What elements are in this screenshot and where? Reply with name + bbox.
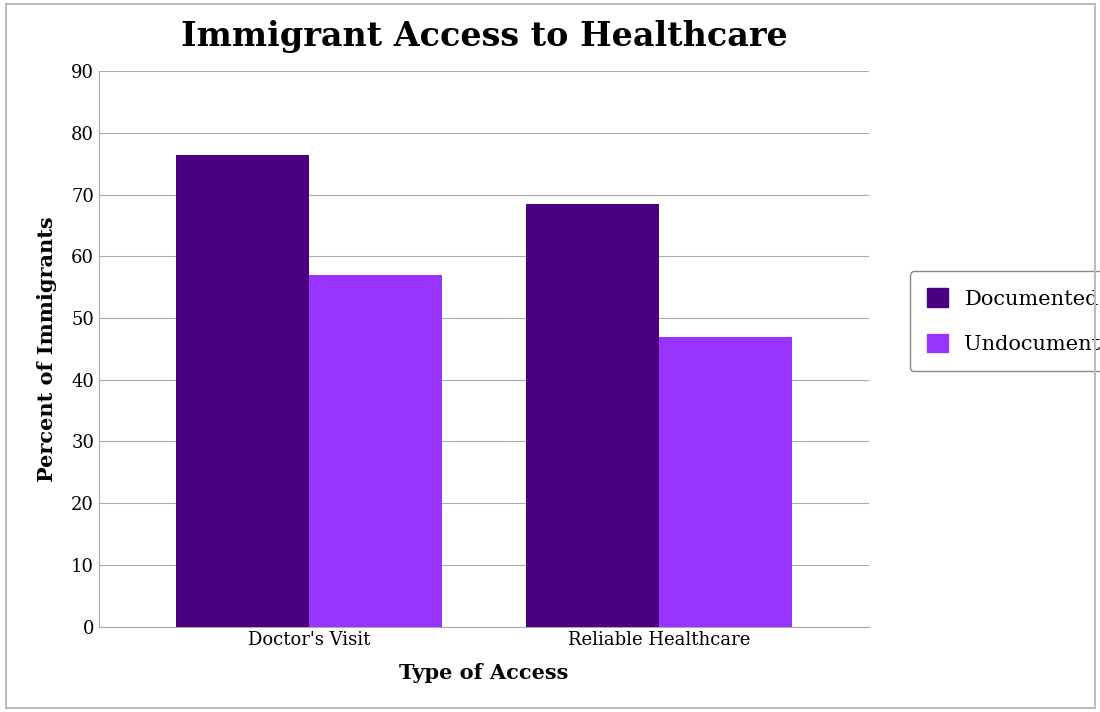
- Legend: Documented, Undocumented: Documented, Undocumented: [910, 271, 1100, 371]
- Bar: [176, 155, 309, 627]
- Y-axis label: Percent of Immigrants: Percent of Immigrants: [37, 216, 57, 482]
- Bar: [309, 275, 442, 627]
- Bar: [526, 204, 659, 627]
- Bar: [659, 337, 792, 627]
- X-axis label: Type of Access: Type of Access: [399, 664, 569, 684]
- Title: Immigrant Access to Healthcare: Immigrant Access to Healthcare: [180, 20, 788, 53]
